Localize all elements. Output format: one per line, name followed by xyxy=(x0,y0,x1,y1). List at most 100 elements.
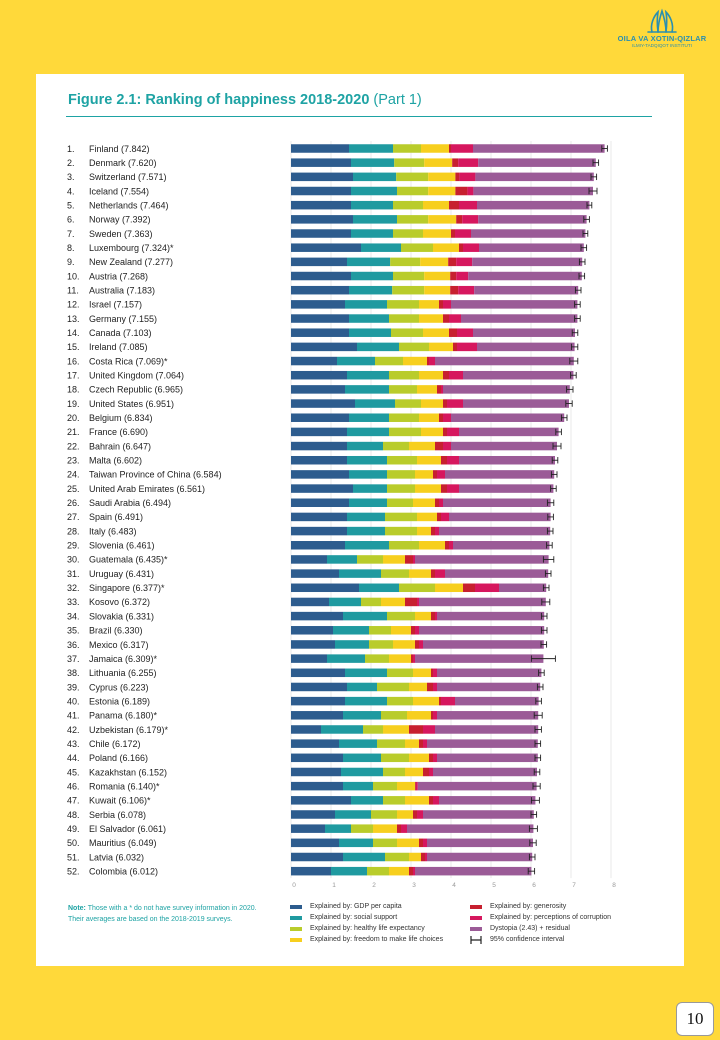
bar-segment xyxy=(455,172,460,182)
bar-segment xyxy=(335,810,371,819)
bar-segment xyxy=(499,583,547,593)
x-tick-label: 8 xyxy=(612,882,616,889)
figure-part-label: (Part 1) xyxy=(373,92,422,108)
bar-segment xyxy=(473,328,575,337)
rank-number: 11. xyxy=(67,286,79,296)
bar-segment xyxy=(291,583,359,593)
rank-number: 36. xyxy=(67,640,80,650)
legend-swatch-corruption xyxy=(470,915,482,920)
bar-segment xyxy=(387,611,415,621)
bar-segment xyxy=(291,200,351,210)
legend-item-confidence-interval: 95% confidence interval xyxy=(470,934,611,945)
logo-line-2: ILMIY-TADQIQOT INSTITUTI xyxy=(632,43,692,48)
country-label: Cyprus (6.223) xyxy=(89,682,149,692)
bar-segment xyxy=(421,144,449,153)
bar-segment xyxy=(431,668,433,678)
bar-segment xyxy=(435,611,437,621)
bar-segment xyxy=(433,682,437,692)
bar-segment xyxy=(417,781,537,791)
rank-number: 2. xyxy=(67,158,75,168)
legend-swatch-gdp xyxy=(290,904,302,909)
bar-segment xyxy=(427,356,429,366)
rank-number: 14. xyxy=(67,328,80,338)
legend-item-healthy-life: Explained by: healthy life expectancy xyxy=(290,923,443,934)
bar-segment xyxy=(477,342,575,352)
bar-segment xyxy=(353,215,397,224)
bar-segment xyxy=(415,470,433,479)
figure-title: Figure 2.1: Ranking of happiness 2018-20… xyxy=(68,92,422,108)
bar-segment xyxy=(443,385,570,394)
bar-segment xyxy=(399,583,435,593)
rank-number: 7. xyxy=(67,229,75,239)
rank-number: 26. xyxy=(67,498,80,508)
bar-segment xyxy=(339,739,377,748)
bar-segment xyxy=(397,215,429,224)
bar-segment xyxy=(347,455,387,465)
bar-segment xyxy=(459,427,559,437)
country-label: Colombia (6.012) xyxy=(89,866,158,876)
bar-segment xyxy=(443,399,447,408)
bar-segment xyxy=(349,470,387,479)
country-label: United Arab Emirates (6.561) xyxy=(89,484,205,494)
bar-segment xyxy=(457,328,473,337)
bar-segment xyxy=(479,243,584,252)
bar-segment xyxy=(424,158,453,167)
page-number: 10 xyxy=(676,1002,714,1036)
country-label: Bahrain (6.647) xyxy=(89,441,151,451)
bar-segment xyxy=(291,781,343,791)
rank-number: 51. xyxy=(67,852,80,862)
bar-segment xyxy=(419,370,443,380)
bar-segment xyxy=(450,271,457,281)
bar-segment xyxy=(291,328,349,337)
bar-segment xyxy=(291,810,335,819)
legend-swatch-generosity xyxy=(470,904,482,909)
bar-segment xyxy=(291,682,347,692)
bar-segment xyxy=(421,427,443,437)
bar-segment xyxy=(462,215,479,224)
country-label: Singapore (6.377)* xyxy=(89,583,165,593)
bar-segment xyxy=(403,356,427,366)
legend-item-corruption: Explained by: perceptions of corruption xyxy=(470,912,611,923)
bar-segment xyxy=(387,300,419,309)
bar-segment xyxy=(349,314,389,323)
rank-number: 27. xyxy=(67,512,80,522)
bar-segment xyxy=(347,512,385,522)
bar-segment xyxy=(443,413,451,422)
rank-number: 6. xyxy=(67,215,75,225)
bar-segment xyxy=(433,796,439,805)
bar-segment xyxy=(345,385,389,394)
bar-segment xyxy=(291,243,361,252)
bar-segment xyxy=(427,838,533,848)
bar-segment xyxy=(417,810,423,819)
bar-segment xyxy=(471,229,586,238)
bar-segment xyxy=(447,455,459,465)
bar-segment xyxy=(291,342,357,352)
country-label: Romania (6.140)* xyxy=(89,781,160,791)
bar-segment xyxy=(393,144,421,153)
bar-segment xyxy=(447,427,459,437)
bar-segment xyxy=(291,725,321,734)
bar-segment xyxy=(411,654,413,663)
legend-label-gdp: Explained by: GDP per capita xyxy=(310,903,402,910)
bar-segment xyxy=(435,725,539,734)
bar-segment xyxy=(331,866,367,876)
institute-logo: OILA VA XOTIN-QIZLAR ILMIY-TADQIQOT INST… xyxy=(606,8,718,64)
legend-label-healthy-life: Explained by: healthy life expectancy xyxy=(310,925,425,932)
bar-segment xyxy=(413,498,435,507)
bar-segment xyxy=(439,498,443,507)
bar-segment xyxy=(393,640,415,649)
bar-segment xyxy=(423,229,451,238)
bar-segment xyxy=(449,328,457,337)
bar-segment xyxy=(291,654,327,663)
country-label: Spain (6.491) xyxy=(89,512,143,522)
country-label: Latvia (6.032) xyxy=(89,852,144,862)
bar-segment xyxy=(463,583,475,593)
rank-number: 35. xyxy=(67,626,80,636)
bar-segment xyxy=(353,172,397,182)
country-label: Malta (6.602) xyxy=(89,456,142,466)
bar-segment xyxy=(443,300,451,309)
bar-segment xyxy=(409,866,413,876)
bar-segment xyxy=(291,229,351,238)
bar-segment xyxy=(381,597,405,607)
bar-segment xyxy=(443,314,449,323)
